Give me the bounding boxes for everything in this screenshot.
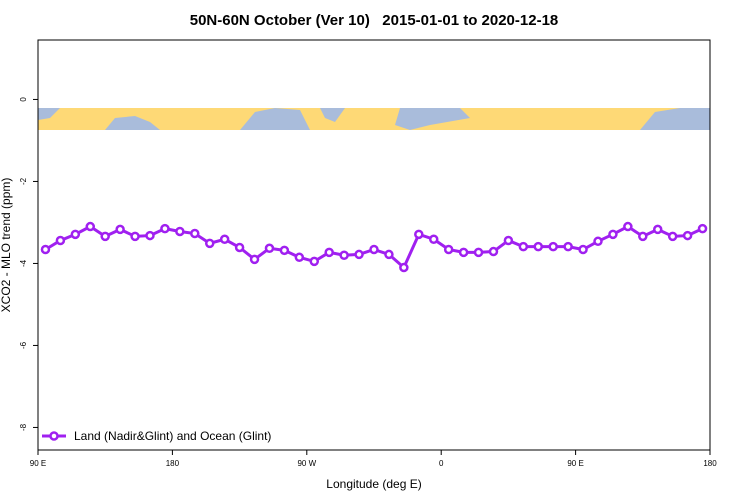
x-axis-label: Longitude (deg E) <box>326 477 421 491</box>
point <box>652 224 663 235</box>
point <box>145 230 155 241</box>
point <box>682 230 693 241</box>
x-tick-label: 0 <box>439 459 444 468</box>
point <box>488 246 499 257</box>
point <box>548 241 558 252</box>
chart-title: 50N-60N October (Ver 10) 2015-01-01 to 2… <box>190 12 559 29</box>
point <box>428 234 439 245</box>
legend-label: Land (Nadir&Glint) and Ocean (Glint) <box>74 429 271 443</box>
point <box>264 243 275 254</box>
plot-frame <box>37 39 711 451</box>
y-tick-label: -2 <box>19 177 28 185</box>
point <box>40 244 51 255</box>
y-tick-label: -6 <box>19 341 28 349</box>
point <box>384 249 394 260</box>
x-tick-label: 180 <box>703 459 717 468</box>
point <box>473 247 484 258</box>
point <box>458 247 469 258</box>
x-tick-label: 90 W <box>297 459 316 468</box>
legend-marker <box>49 431 59 441</box>
point <box>667 231 678 242</box>
point <box>219 234 230 245</box>
point <box>518 241 529 252</box>
point <box>414 229 424 240</box>
point <box>399 262 409 273</box>
x-tick-label: 90 E <box>30 459 46 468</box>
y-tick-label: -4 <box>19 259 28 267</box>
point <box>697 223 708 234</box>
point <box>503 235 514 246</box>
point <box>593 236 603 247</box>
point <box>533 241 544 252</box>
point <box>249 254 260 265</box>
point <box>100 231 110 242</box>
x-tick-label: 180 <box>166 459 180 468</box>
y-tick-label: -8 <box>19 423 28 431</box>
point <box>578 244 588 255</box>
point <box>190 228 200 239</box>
y-tick-label: 0 <box>19 97 28 102</box>
x-tick-label: 90 E <box>567 459 583 468</box>
point <box>324 247 334 258</box>
y-axis-label: XCO2 - MLO trend (ppm) <box>0 178 13 313</box>
point <box>638 231 648 242</box>
point <box>55 235 66 246</box>
point <box>309 256 320 267</box>
point <box>623 221 633 232</box>
point <box>608 229 618 240</box>
point <box>175 226 185 237</box>
point <box>563 241 573 252</box>
map-band <box>38 108 710 130</box>
point <box>115 224 125 235</box>
point <box>294 252 305 263</box>
point <box>443 244 454 255</box>
point <box>130 231 140 242</box>
point <box>279 245 290 256</box>
point <box>70 229 81 240</box>
point <box>85 221 96 232</box>
point <box>369 244 379 255</box>
point <box>160 223 170 234</box>
point <box>234 242 245 253</box>
point <box>339 250 349 260</box>
point <box>204 238 215 249</box>
point <box>354 249 364 260</box>
